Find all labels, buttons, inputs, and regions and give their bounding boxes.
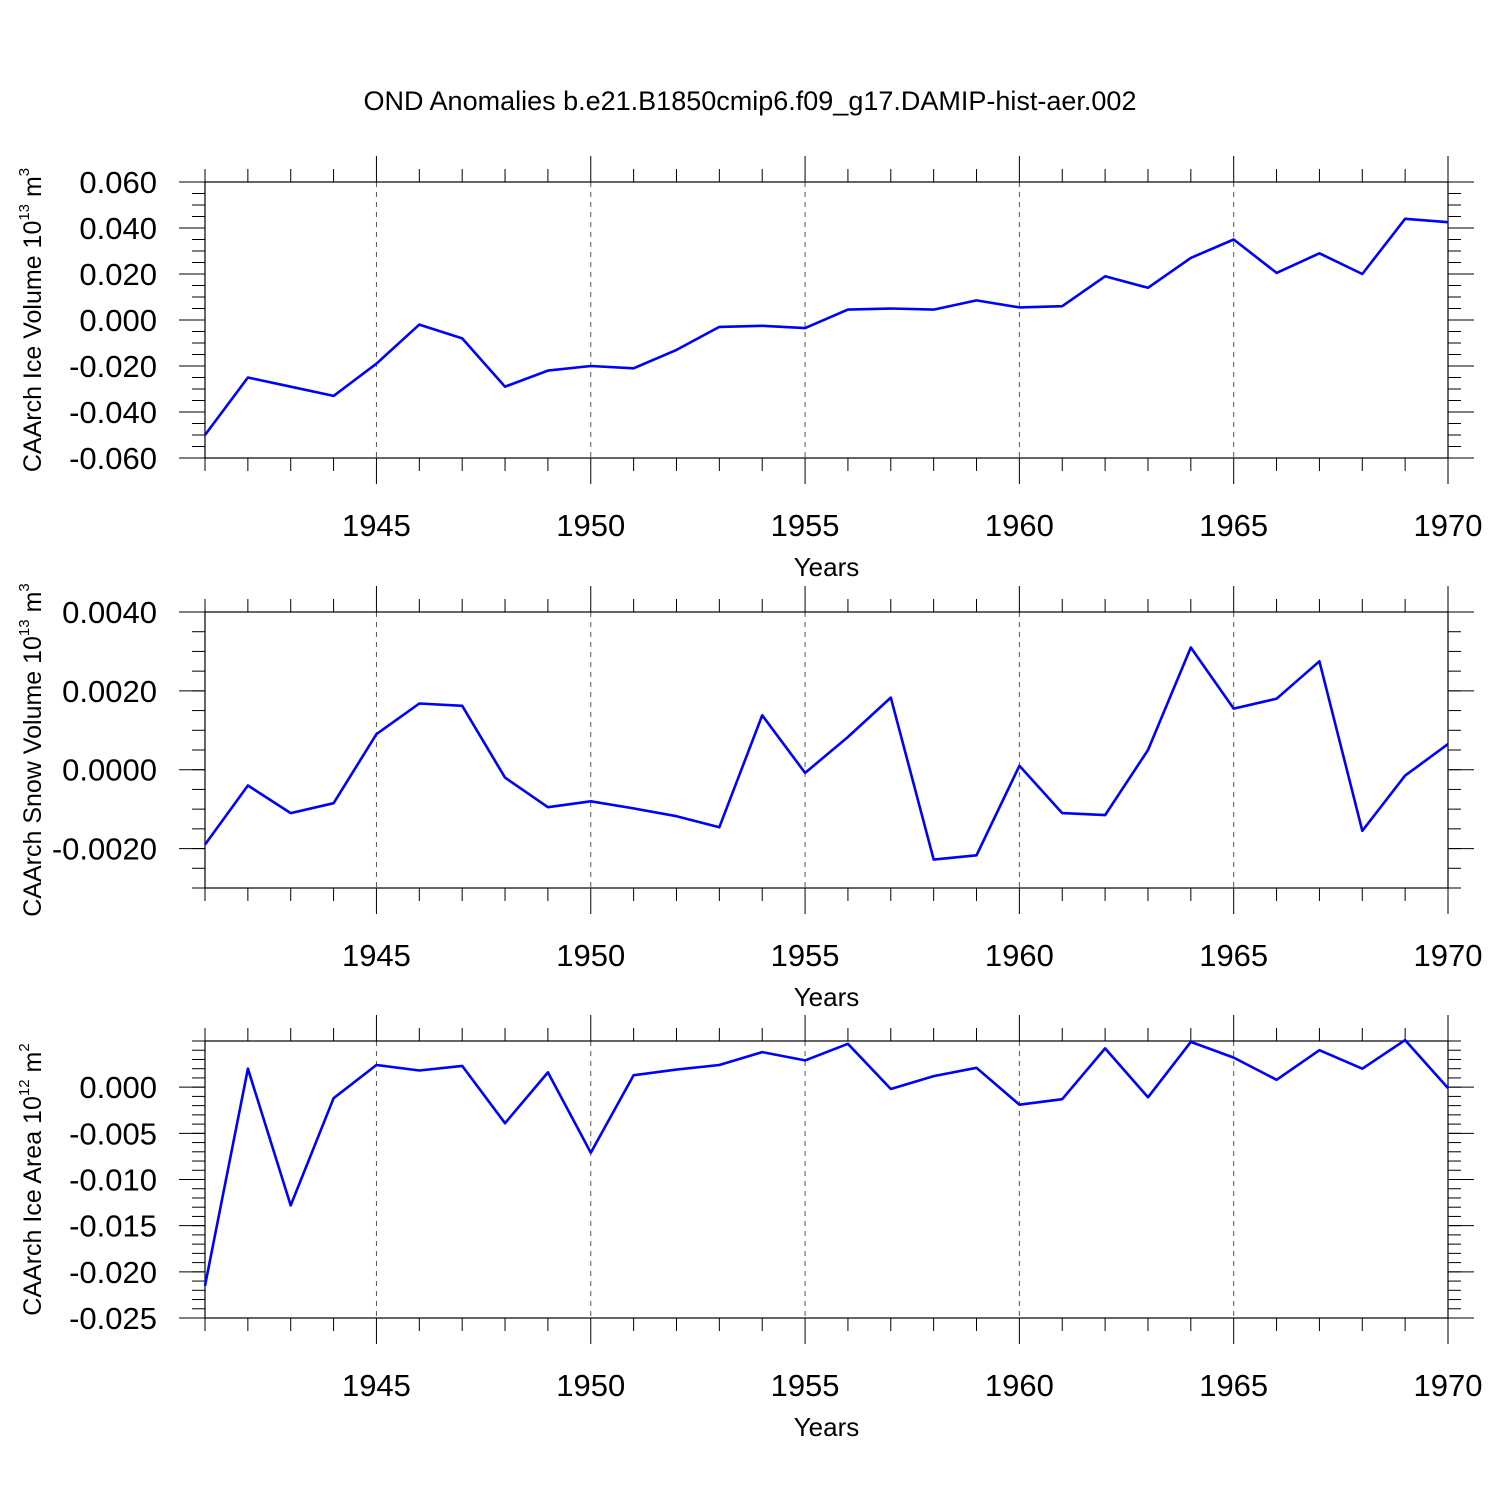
y-axis-label-text: CAArch Snow Volume 10 [19,636,47,917]
y-axis-label-text: CAArch Ice Area 10 [19,1096,47,1316]
x-tick-label: 1955 [771,938,840,973]
x-tick-label: 1970 [1414,1368,1483,1403]
x-tick-label: 1945 [342,508,411,543]
y-axis-label: CAArch Snow Volume 1013 m3 [16,583,47,917]
y-tick-label: -0.015 [69,1209,157,1244]
y-tick-label: 0.060 [79,165,157,200]
y-tick-label: 0.040 [79,211,157,246]
x-tick-label: 1965 [1199,508,1268,543]
y-tick-label: -0.060 [69,441,157,476]
x-axis-label: Years [794,1412,860,1442]
y-axis-label-superscript: 12 [16,1079,33,1096]
y-tick-label: -0.025 [69,1301,157,1336]
y-axis-label: CAArch Ice Area 1012 m2 [16,1043,47,1315]
x-tick-label: 1960 [985,1368,1054,1403]
x-tick-label: 1950 [556,1368,625,1403]
y-tick-label: -0.020 [69,349,157,384]
y-tick-label: -0.005 [69,1116,157,1151]
y-axis-label-text: CAArch Ice Volume 10 [19,221,47,473]
y-tick-label: -0.010 [69,1163,157,1198]
y-axis-label-superscript: 3 [16,583,33,591]
x-tick-label: 1970 [1414,938,1483,973]
x-axis-label: Years [794,982,860,1012]
series-line [203,1038,1449,1286]
y-axis-label-text: m [19,592,47,620]
y-axis-label-superscript: 13 [16,204,33,221]
y-tick-label: -0.040 [69,395,157,430]
y-axis-label-superscript: 13 [16,619,33,636]
x-axis-label: Years [794,552,860,582]
y-tick-label: 0.0040 [62,595,157,630]
y-tick-label: 0.000 [79,1070,157,1105]
y-axis-label-text: m [19,1052,47,1080]
y-tick-label: 0.020 [79,257,157,292]
x-tick-label: 1950 [556,938,625,973]
x-tick-label: 1945 [342,1368,411,1403]
x-tick-label: 1955 [771,508,840,543]
x-tick-label: 1960 [985,938,1054,973]
panel-1: -0.060 -0.040 -0.020 0.000 0.020 0.040 0.060 19… [16,156,1482,582]
x-tick-label: 1965 [1199,1368,1268,1403]
y-axis-label: CAArch Ice Volume 1013 m3 [16,168,47,472]
series-line [203,646,1449,861]
y-tick-label: 0.000 [79,303,157,338]
y-tick-label: 0.0020 [62,674,157,709]
x-tick-label: 1955 [771,1368,840,1403]
x-tick-label: 1945 [342,938,411,973]
y-tick-label: -0.0020 [52,832,157,867]
x-tick-label: 1965 [1199,938,1268,973]
panel-2: -0.0020 0.0000 0.0020 0.0040 1945 1950 1955 196… [16,583,1482,1012]
x-tick-label: 1950 [556,508,625,543]
y-axis-label-superscript: 2 [16,1043,33,1051]
y-axis-label-superscript: 3 [16,168,33,176]
panel-3: -0.025 -0.020 -0.015 -0.010 -0.005 0.000 1945 1… [16,1015,1482,1442]
series-line [203,217,1449,436]
x-tick-label: 1960 [985,508,1054,543]
panels: -0.060 -0.040 -0.020 0.000 0.020 0.040 0.060 19… [16,156,1482,1442]
chart-title: OND Anomalies b.e21.B1850cmip6.f09_g17.D… [364,86,1137,116]
y-axis-label-text: m [19,176,47,204]
y-tick-label: 0.0000 [62,753,157,788]
x-tick-label: 1970 [1414,508,1483,543]
y-tick-label: -0.020 [69,1255,157,1290]
